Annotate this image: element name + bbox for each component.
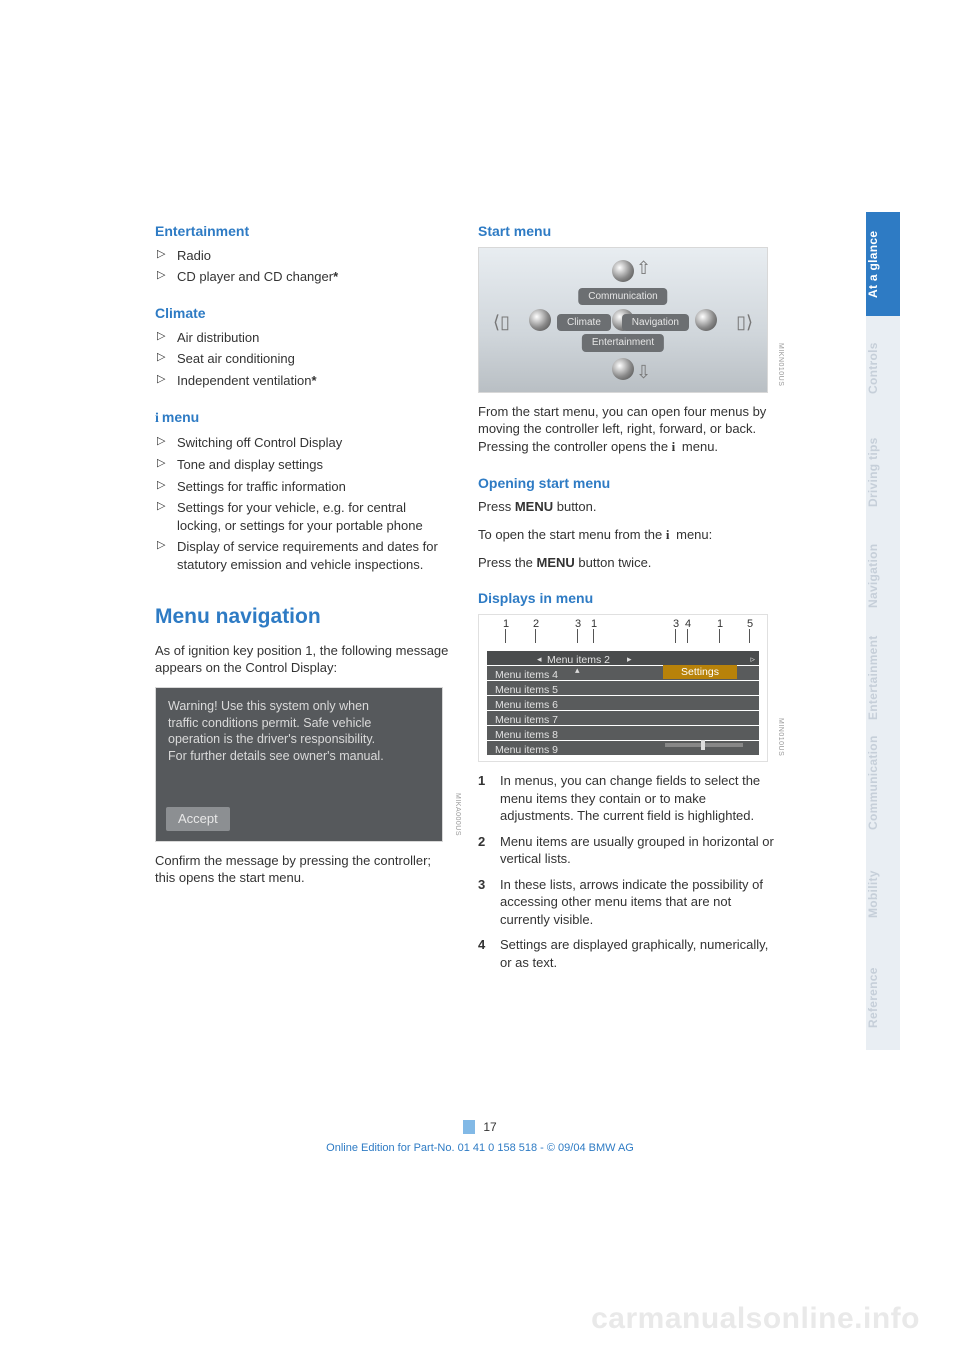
arrow-down-icon: ⇩ [636, 360, 651, 384]
figure-highlight: Settings [663, 665, 737, 679]
item-number: 4 [478, 936, 500, 971]
start-label-climate: Climate [557, 314, 611, 332]
figure-credit: MIN010US [776, 718, 785, 756]
right-column: Start menu ⇧ Communication ⟨▯ Climate ▯⟩… [478, 220, 775, 979]
heading-opening-start-menu: Opening start menu [478, 474, 775, 493]
arrow-right-icon: ▯⟩ [736, 310, 753, 334]
numbered-list: 1In menus, you can change fields to sele… [478, 772, 775, 971]
figure-accept-dialog: Warning! Use this system only when traff… [155, 687, 443, 842]
paragraph: Press the MENU button twice. [478, 554, 775, 572]
side-tabs: At a glanceControlsDriving tipsNavigatio… [866, 212, 900, 1050]
list-item: Radio [155, 247, 452, 265]
left-column: Entertainment Radio CD player and CD cha… [155, 220, 452, 979]
callout-tick [719, 629, 720, 643]
entertainment-list: Radio CD player and CD changer [155, 247, 452, 286]
info-icon: i [666, 526, 670, 544]
chevron-left-icon: ◂ [537, 653, 542, 665]
paragraph: From the start menu, you can open four m… [478, 403, 775, 456]
callout-tick [687, 629, 688, 643]
side-tab[interactable]: Driving tips [866, 420, 900, 524]
figure-slider [665, 743, 743, 747]
list-item: Display of service requirements and date… [155, 538, 452, 573]
paragraph: Press MENU button. [478, 498, 775, 516]
figure-start-wrapper: ⇧ Communication ⟨▯ Climate ▯⟩ Navigation… [478, 247, 775, 393]
side-tab[interactable]: Mobility [866, 842, 900, 946]
figure-warning-text: Warning! Use this system only when traff… [168, 698, 430, 766]
figure-menu-row: Menu items 7 [487, 711, 759, 725]
heading-start-menu: Start menu [478, 222, 775, 241]
callout-tick [749, 629, 750, 643]
list-item: Seat air conditioning [155, 350, 452, 368]
arrow-up-icon: ⇧ [636, 256, 651, 280]
figure-menu-row: Menu items 6 [487, 696, 759, 710]
callout-tick [593, 629, 594, 643]
start-label-navigation: Navigation [622, 314, 689, 332]
heading-climate: Climate [155, 304, 452, 323]
info-icon: i [155, 410, 159, 429]
source-line: Online Edition for Part-No. 01 41 0 158 … [0, 1142, 960, 1154]
list-item: Switching off Control Display [155, 434, 452, 452]
page-number: 17 [463, 1120, 496, 1134]
start-label-communication: Communication [578, 288, 667, 306]
paragraph: To open the start menu from the i menu: [478, 526, 775, 544]
figure-menu-row: Menu items 5 [487, 681, 759, 695]
list-item: 3In these lists, arrows indicate the pos… [478, 876, 775, 929]
side-tab[interactable]: Entertainment [866, 628, 900, 732]
side-tab[interactable]: Navigation [866, 524, 900, 628]
start-label-entertainment: Entertainment [582, 334, 664, 352]
info-icon: i [672, 438, 676, 456]
heading-entertainment: Entertainment [155, 222, 452, 241]
figure-callout-ticks [479, 629, 767, 649]
globe-icon [612, 358, 634, 380]
paragraph: Confirm the message by pressing the cont… [155, 852, 452, 887]
imenu-list: Switching off Control Display Tone and d… [155, 434, 452, 573]
arrow-left-icon: ⟨▯ [493, 310, 510, 334]
chevron-right-icon: ▹ [750, 653, 755, 665]
callout-tick [675, 629, 676, 643]
list-item: 4Settings are displayed graphically, num… [478, 936, 775, 971]
item-number: 2 [478, 833, 500, 868]
figure-accept-wrapper: Warning! Use this system only when traff… [155, 687, 452, 842]
list-item: 1In menus, you can change fields to sele… [478, 772, 775, 825]
list-item: Independent ventilation [155, 372, 452, 390]
watermark: carmanualsonline.info [591, 1302, 920, 1336]
callout-tick [535, 629, 536, 643]
list-item: Settings for your vehicle, e.g. for cent… [155, 499, 452, 534]
list-item: 2Menu items are usually grouped in horiz… [478, 833, 775, 868]
heading-menu-navigation: Menu navigation [155, 603, 452, 631]
figure-menu-row: Menu items 8 [487, 726, 759, 740]
figure-displays-in-menu: 12313415 ◂ Menu items 2 ▸ ▹ Menu items 4… [478, 614, 768, 762]
callout-tick [577, 629, 578, 643]
list-item: Tone and display settings [155, 456, 452, 474]
list-item: Settings for traffic information [155, 478, 452, 496]
chevron-up-icon: ▴ [575, 664, 580, 676]
figure-credit: MIKA000US [453, 793, 462, 836]
figure-displays-wrapper: 12313415 ◂ Menu items 2 ▸ ▹ Menu items 4… [478, 614, 775, 762]
callout-tick [505, 629, 506, 643]
side-tab[interactable]: Communication [866, 732, 900, 842]
heading-imenu: imenu [155, 408, 452, 429]
globe-icon [695, 309, 717, 331]
page-footer: 17 Online Edition for Part-No. 01 41 0 1… [0, 1120, 960, 1154]
side-tab[interactable]: At a glance [866, 212, 900, 316]
side-tab[interactable]: Controls [866, 316, 900, 420]
side-tab[interactable]: Reference [866, 946, 900, 1050]
chevron-right-icon: ▸ [627, 653, 632, 665]
paragraph: As of ignition key position 1, the follo… [155, 642, 452, 677]
figure-menu-header: ◂ Menu items 2 ▸ ▹ [487, 651, 759, 665]
heading-displays-in-menu: Displays in menu [478, 589, 775, 608]
page-content: Entertainment Radio CD player and CD cha… [155, 220, 775, 979]
accept-button: Accept [166, 807, 230, 831]
list-item: CD player and CD changer [155, 268, 452, 286]
figure-credit: MIKN010US [776, 343, 785, 386]
list-item: Air distribution [155, 329, 452, 347]
item-number: 3 [478, 876, 500, 929]
item-number: 1 [478, 772, 500, 825]
climate-list: Air distribution Seat air conditioning I… [155, 329, 452, 390]
globe-icon [612, 260, 634, 282]
globe-icon [529, 309, 551, 331]
figure-start-menu: ⇧ Communication ⟨▯ Climate ▯⟩ Navigation… [478, 247, 768, 393]
